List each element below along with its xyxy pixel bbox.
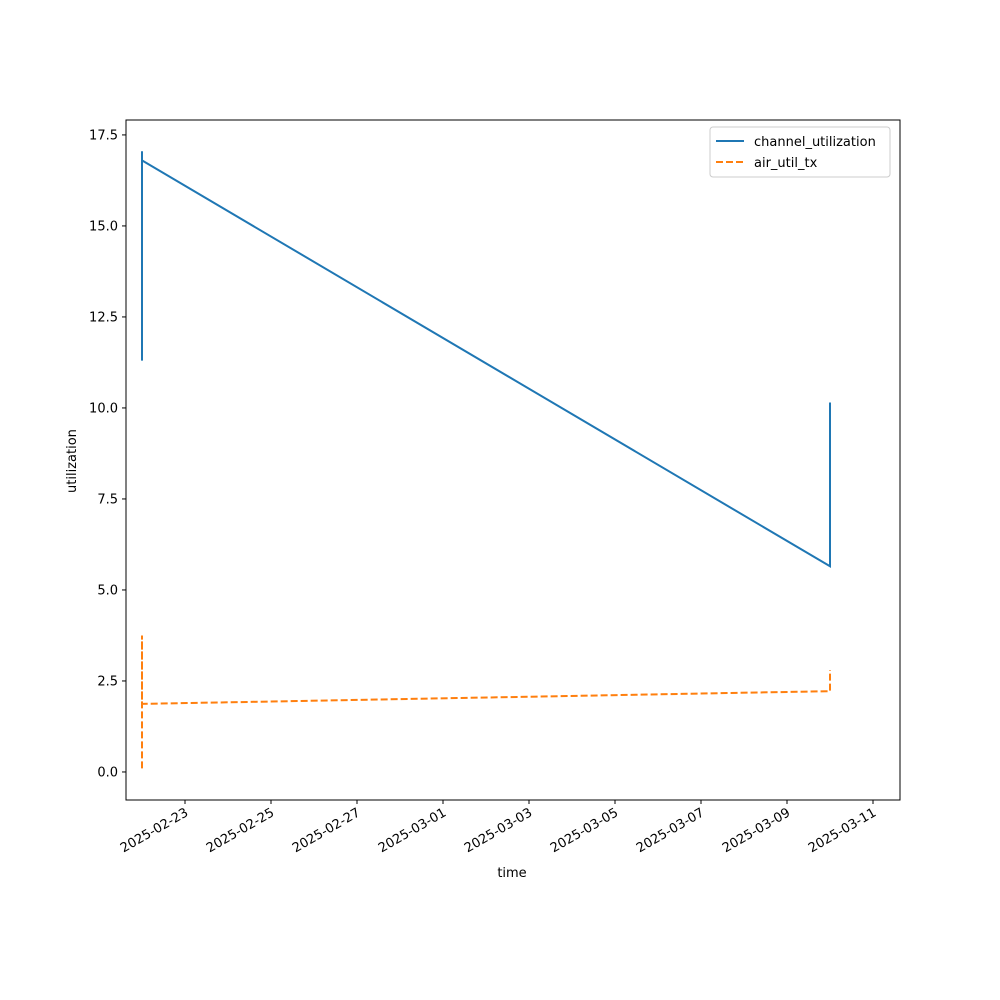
legend-box	[709, 126, 891, 178]
y-tick-label: 5.0	[97, 583, 118, 598]
y-tick-label: 2.5	[97, 674, 118, 689]
y-tick-label: 17.5	[89, 128, 118, 143]
y-tick-label: 0.0	[97, 765, 118, 780]
legend-label: channel_utilization	[754, 135, 876, 150]
y-tick-label: 10.0	[89, 401, 118, 416]
y-axis-label: utilization	[65, 429, 80, 493]
data-line	[141, 635, 831, 769]
legend: channel_utilization air_util_tx	[709, 126, 891, 178]
plot-frame	[125, 119, 901, 801]
y-tick-label: 15.0	[89, 219, 118, 234]
y-tick-label: 7.5	[97, 492, 118, 507]
data-line	[141, 151, 831, 569]
y-tick-label: 12.5	[89, 310, 118, 325]
legend-label: air_util_tx	[754, 156, 818, 171]
x-axis-label: time	[497, 866, 526, 881]
